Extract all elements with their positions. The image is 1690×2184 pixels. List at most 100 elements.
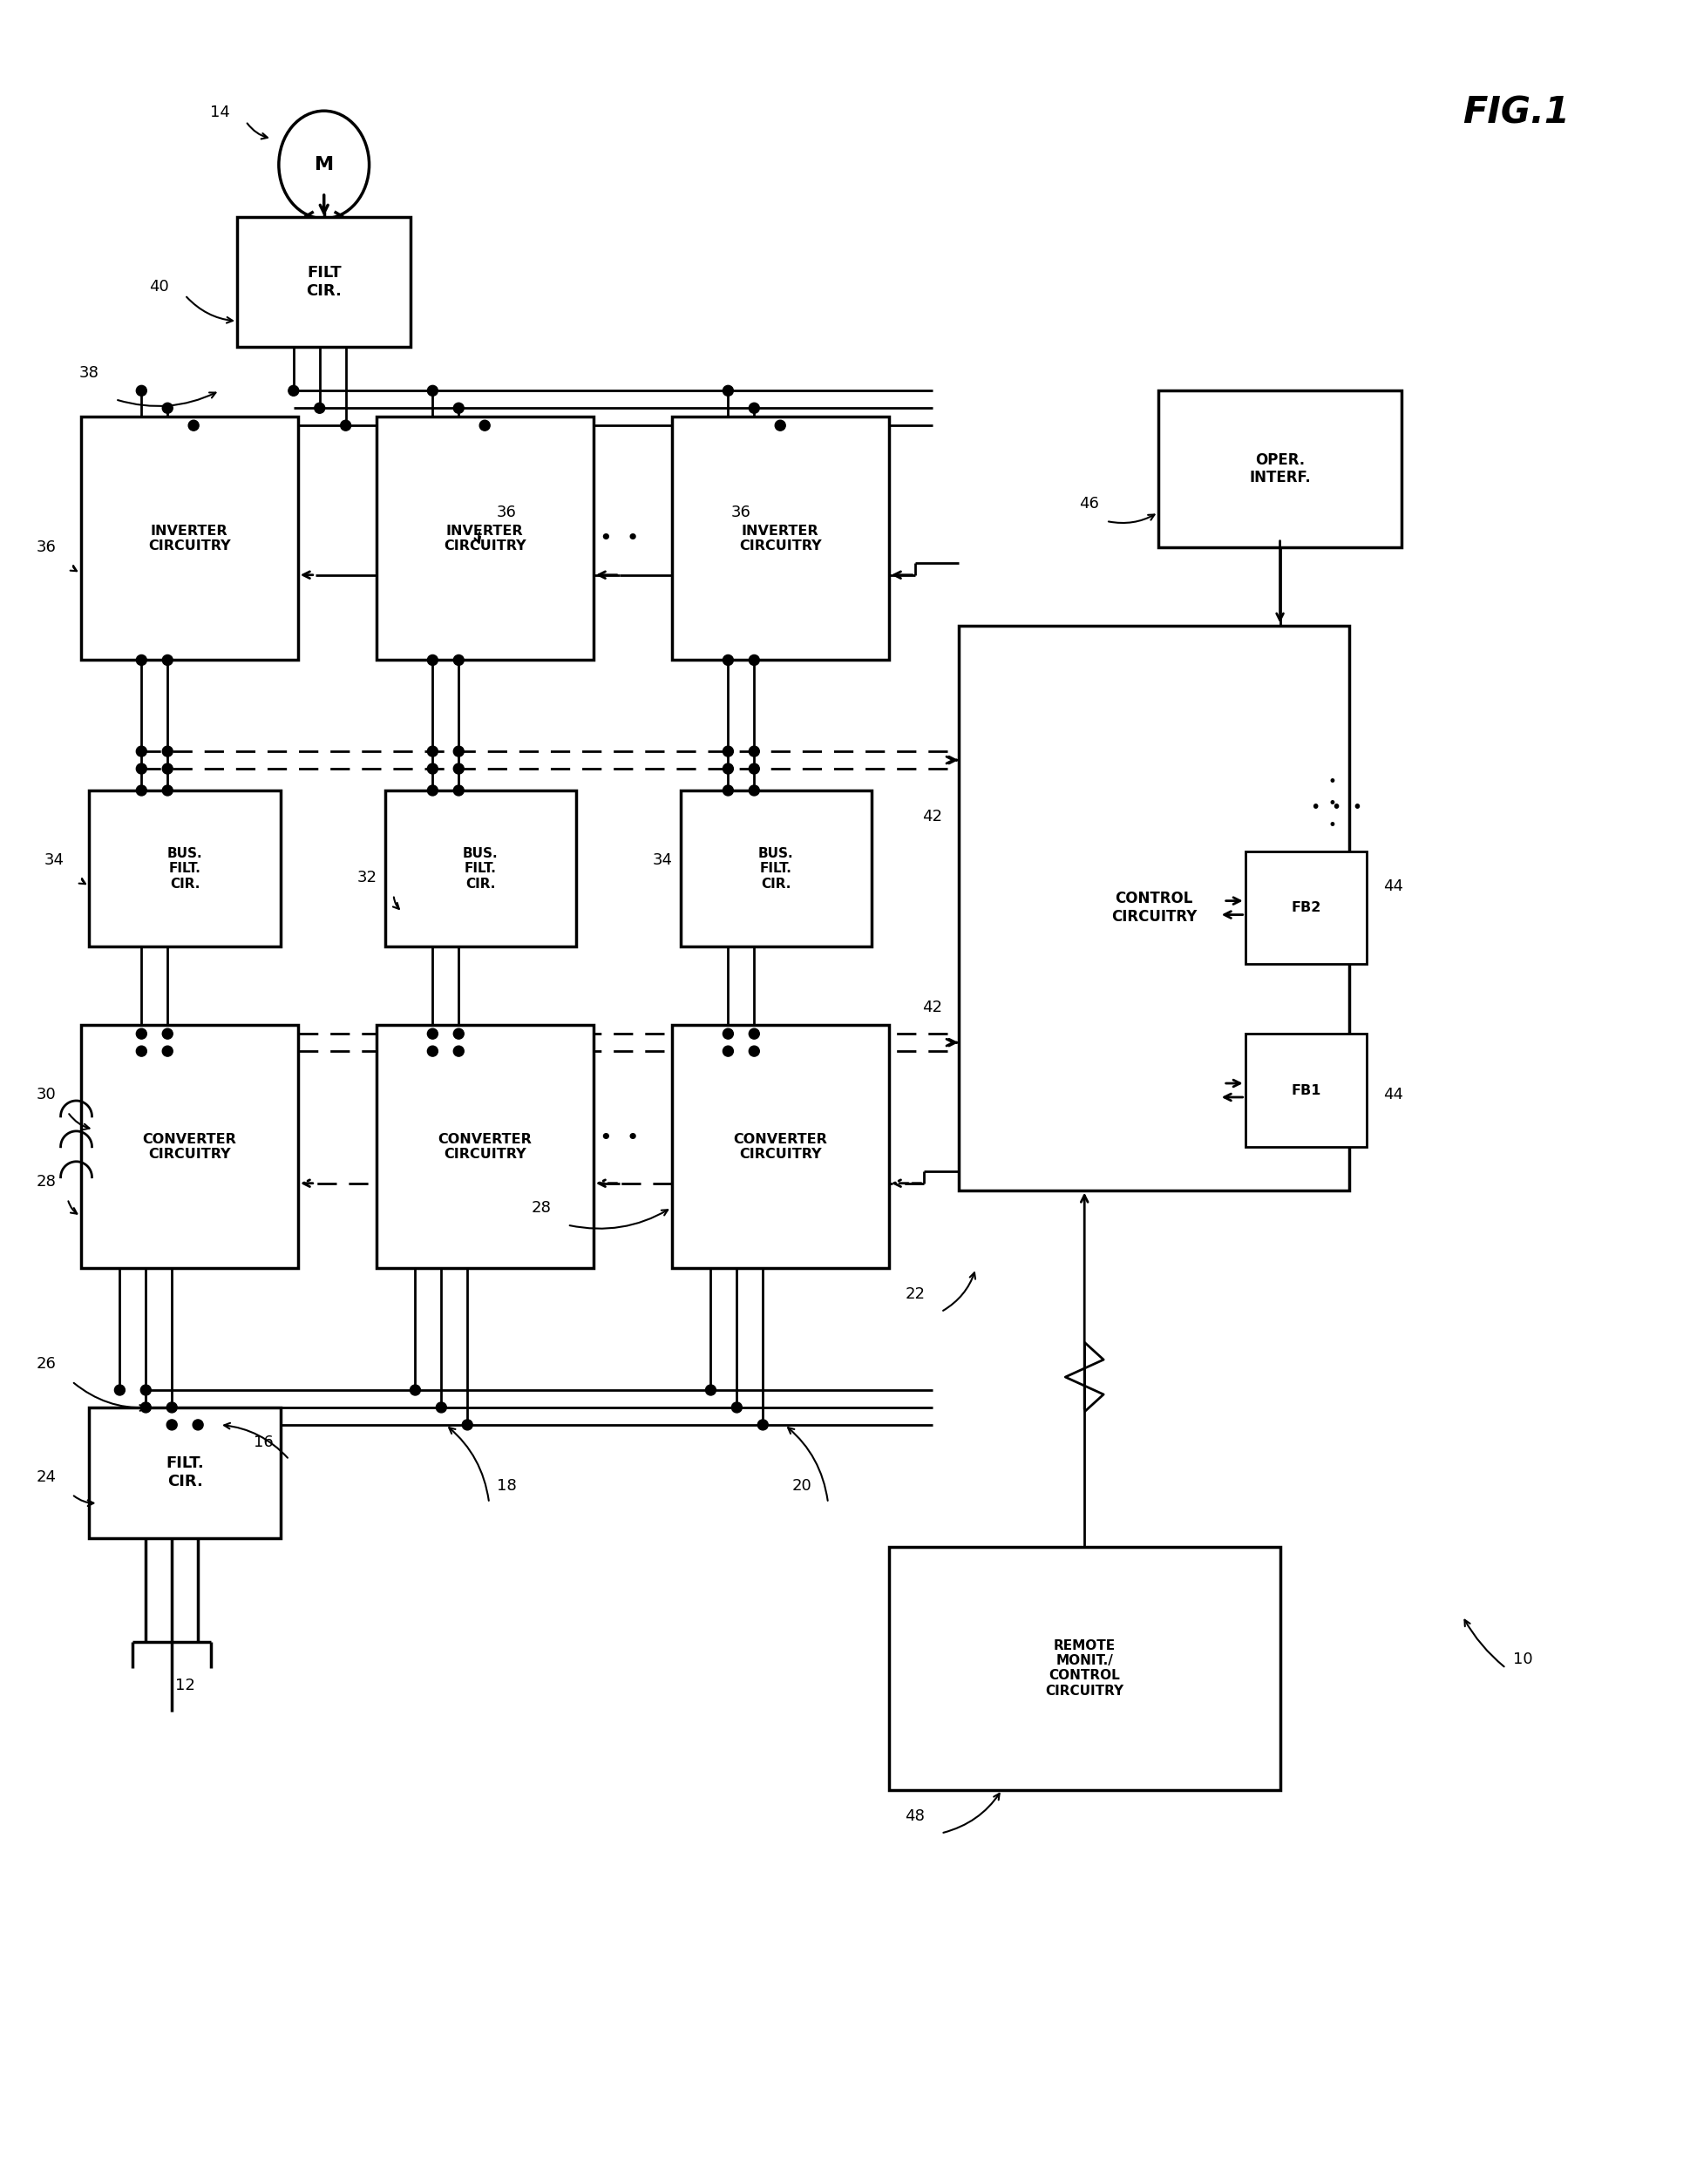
Text: INVERTER
CIRCUITRY: INVERTER CIRCUITRY [739,524,821,553]
Circle shape [749,764,759,773]
Text: INVERTER
CIRCUITRY: INVERTER CIRCUITRY [149,524,230,553]
Circle shape [289,387,299,395]
Text: 48: 48 [904,1808,924,1824]
Text: 36: 36 [497,505,515,520]
Text: FIG.1: FIG.1 [1462,94,1568,131]
Text: •  •  •: • • • [1310,799,1362,817]
Circle shape [193,1420,203,1431]
Text: •  •: • • [600,529,639,548]
Text: 30: 30 [35,1088,56,1103]
Circle shape [162,1046,172,1057]
Circle shape [749,747,759,756]
Text: FILT
CIR.: FILT CIR. [306,264,341,299]
Circle shape [453,747,463,756]
Circle shape [749,1029,759,1040]
Text: OPER.
INTERF.: OPER. INTERF. [1249,452,1310,485]
Text: 32: 32 [357,869,377,885]
Circle shape [428,786,438,795]
Text: 12: 12 [174,1677,194,1693]
Bar [1244,852,1366,965]
Circle shape [436,1402,446,1413]
Bar [385,791,576,948]
Text: CONVERTER
CIRCUITRY: CONVERTER CIRCUITRY [438,1133,531,1162]
Text: 18: 18 [497,1479,515,1494]
Text: 34: 34 [44,852,64,867]
Circle shape [723,747,733,756]
Text: INVERTER
CIRCUITRY: INVERTER CIRCUITRY [443,524,526,553]
Text: 10: 10 [1513,1651,1533,1666]
Text: •
•
•: • • • [1327,773,1335,832]
Circle shape [749,655,759,666]
Circle shape [428,387,438,395]
Circle shape [428,1046,438,1057]
Circle shape [162,1029,172,1040]
Circle shape [428,747,438,756]
Circle shape [167,1420,177,1431]
Bar [1158,391,1401,548]
Text: BUS.
FILT.
CIR.: BUS. FILT. CIR. [757,847,793,891]
Circle shape [137,1046,147,1057]
Bar [671,1024,889,1269]
Text: 28: 28 [35,1173,56,1190]
Text: 14: 14 [210,105,230,120]
Circle shape [453,402,463,413]
Text: CONTROL
CIRCUITRY: CONTROL CIRCUITRY [1110,891,1197,924]
Circle shape [162,655,172,666]
Text: 38: 38 [79,365,100,382]
Text: 34: 34 [652,852,673,867]
Bar [679,791,870,948]
Text: 22: 22 [904,1286,924,1302]
Circle shape [188,419,199,430]
Circle shape [749,1046,759,1057]
Circle shape [705,1385,715,1396]
Circle shape [428,764,438,773]
Text: FB2: FB2 [1291,902,1320,915]
Circle shape [723,764,733,773]
Circle shape [137,747,147,756]
Text: 24: 24 [35,1470,56,1485]
Bar [671,417,889,660]
Text: 20: 20 [791,1479,811,1494]
Text: CONVERTER
CIRCUITRY: CONVERTER CIRCUITRY [733,1133,826,1162]
Circle shape [723,786,733,795]
Circle shape [340,419,352,430]
Text: 28: 28 [531,1199,551,1216]
Bar [375,1024,593,1269]
Text: 40: 40 [149,280,169,295]
Circle shape [723,655,733,666]
Circle shape [453,655,463,666]
Text: BUS.
FILT.
CIR.: BUS. FILT. CIR. [167,847,203,891]
Circle shape [757,1420,767,1431]
Text: 44: 44 [1382,878,1403,893]
Text: FILT.
CIR.: FILT. CIR. [166,1457,204,1489]
Circle shape [428,655,438,666]
Text: 42: 42 [921,808,941,823]
Circle shape [140,1402,150,1413]
Text: CONVERTER
CIRCUITRY: CONVERTER CIRCUITRY [142,1133,237,1162]
Text: BUS.
FILT.
CIR.: BUS. FILT. CIR. [463,847,499,891]
Circle shape [115,1385,125,1396]
Text: •  •: • • [600,1127,639,1149]
Circle shape [409,1385,421,1396]
Bar [375,417,593,660]
Circle shape [749,402,759,413]
Text: M: M [314,155,333,173]
Bar [81,417,297,660]
Text: 44: 44 [1382,1088,1403,1103]
Circle shape [453,1046,463,1057]
Circle shape [314,402,324,413]
Circle shape [162,747,172,756]
Text: 16: 16 [253,1435,272,1450]
Circle shape [162,764,172,773]
Text: FB1: FB1 [1291,1083,1320,1096]
Bar [81,1024,297,1269]
Circle shape [137,387,147,395]
Circle shape [137,655,147,666]
Circle shape [162,786,172,795]
Circle shape [137,786,147,795]
Circle shape [167,1402,177,1413]
Text: 26: 26 [35,1356,56,1372]
Circle shape [137,1029,147,1040]
Bar [958,625,1349,1190]
Circle shape [723,387,733,395]
